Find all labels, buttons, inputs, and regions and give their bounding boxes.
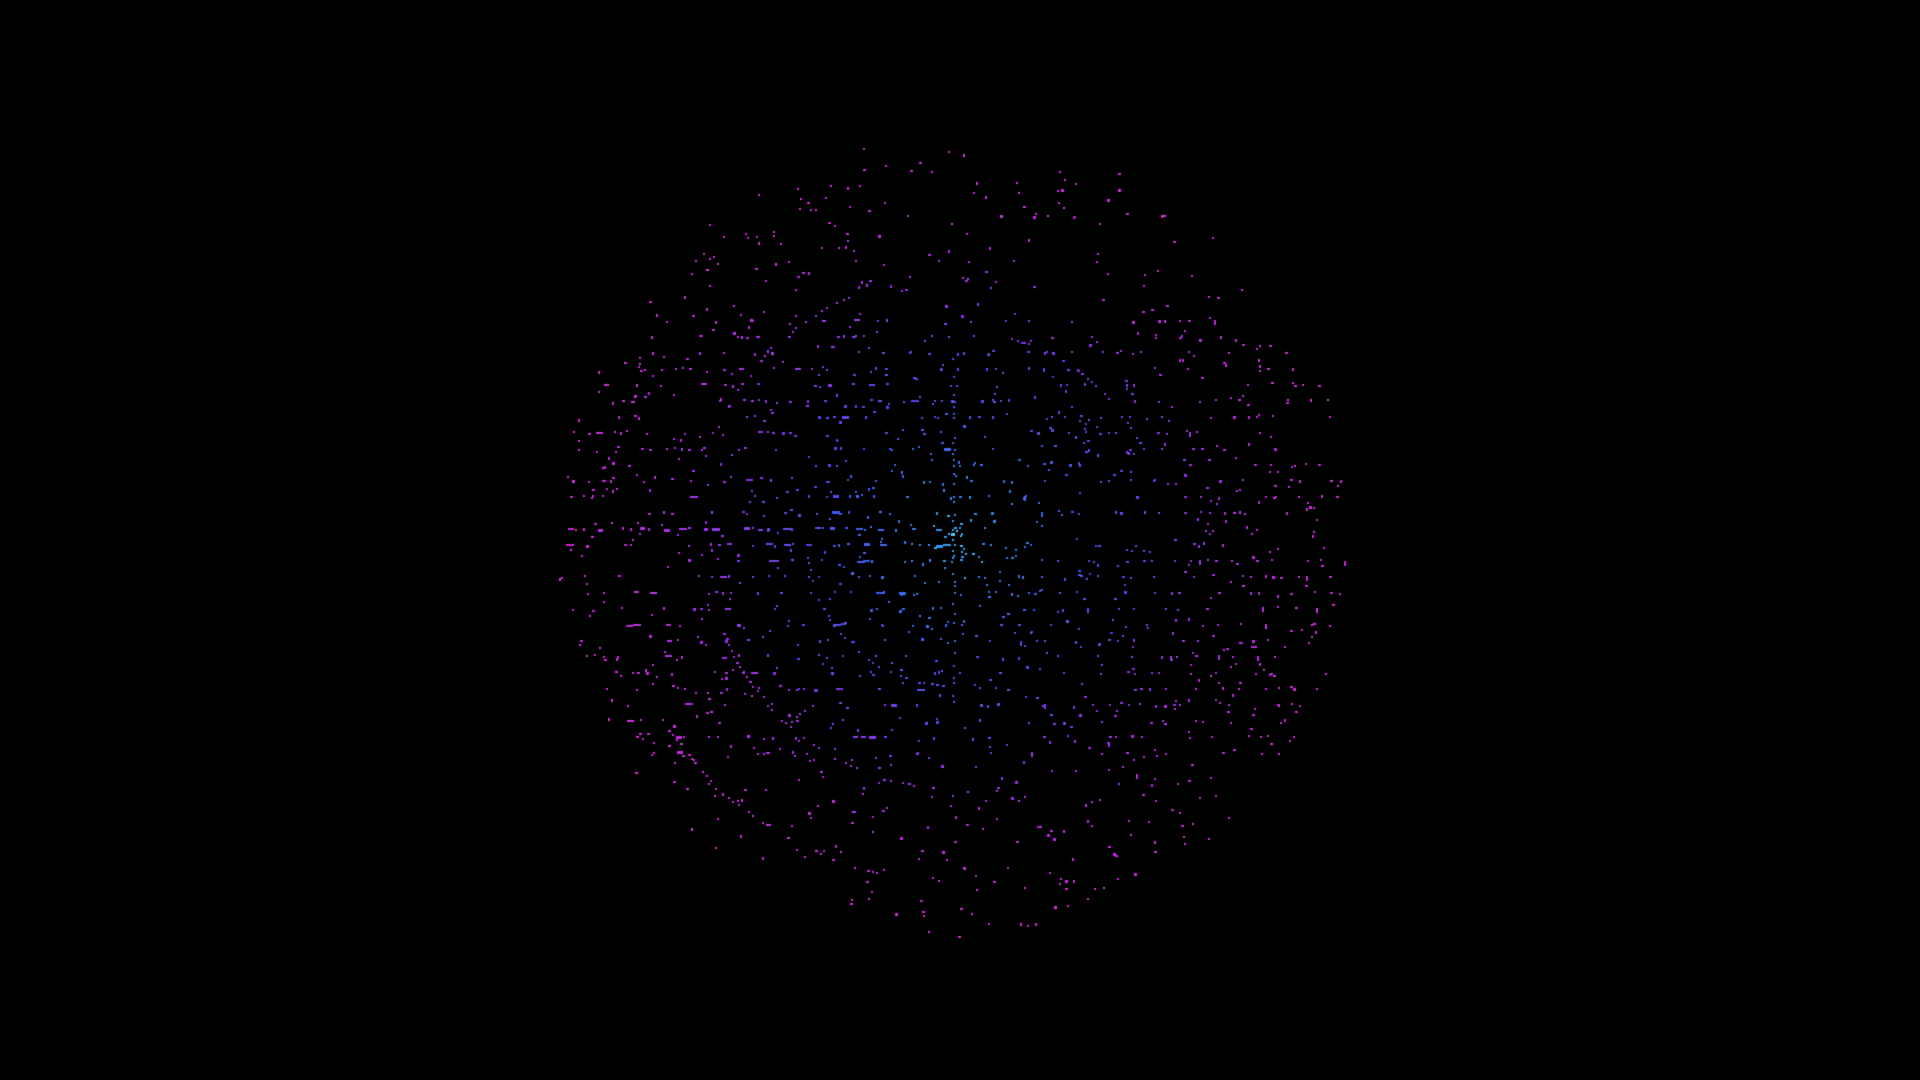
particle-visualization-stage [0, 0, 1920, 1080]
particle-field-canvas [0, 0, 1920, 1080]
